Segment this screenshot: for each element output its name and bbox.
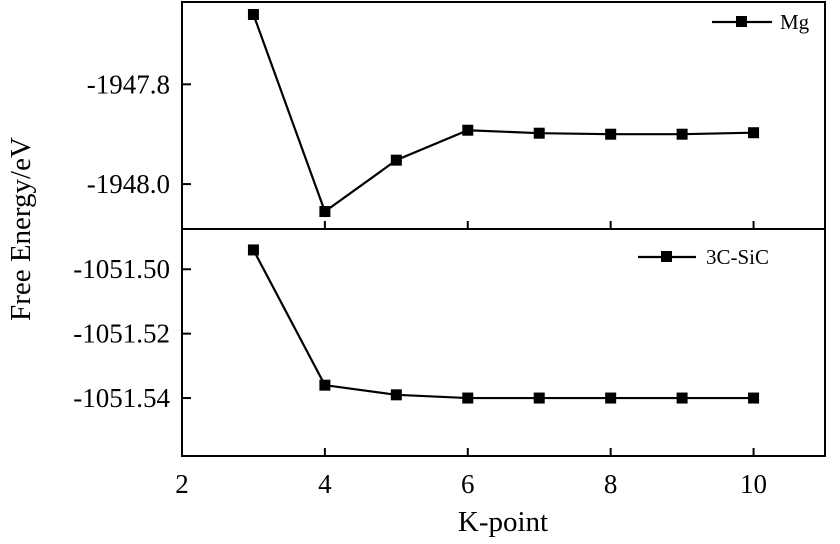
sic-data-point	[676, 392, 688, 404]
mg-legend-marker	[736, 16, 747, 27]
x-tick-label: 4	[318, 469, 332, 499]
sic-legend: 3C-SiC	[638, 245, 769, 269]
sic-legend-label: 3C-SiC	[706, 245, 769, 269]
mg-legend: Mg	[712, 10, 810, 34]
x-tick-label: 8	[604, 469, 618, 499]
sic-y-tick-label: -1051.52	[73, 319, 170, 349]
sic-data-point	[748, 392, 760, 404]
mg-data-point	[390, 154, 402, 166]
sic-panel: -1051.50 -1051.52 -1051.54 3C-SiC	[73, 228, 826, 457]
mg-data-point	[676, 128, 688, 140]
mg-data-point	[319, 206, 331, 218]
x-tick-label: 10	[740, 469, 767, 499]
mg-data-point	[748, 127, 760, 139]
mg-legend-label: Mg	[780, 10, 810, 34]
sic-series-line	[252, 249, 754, 400]
mg-data-point	[605, 128, 617, 140]
mg-data-point	[247, 8, 259, 20]
mg-y-tick-label: -1947.8	[87, 69, 170, 99]
mg-series-line	[252, 14, 754, 214]
sic-data-point	[390, 389, 402, 401]
mg-data-point	[533, 127, 545, 139]
sic-data-point	[605, 392, 617, 404]
sic-data-point	[247, 244, 259, 256]
mg-panel: -1947.8 -1948.0 Mg	[87, 1, 826, 230]
sic-y-tick-label: -1051.54	[73, 383, 170, 413]
sic-data-point	[533, 392, 545, 404]
y-axis-title: Free Energy/eV	[5, 137, 37, 321]
x-axis: 2 4 6 8 10	[175, 469, 767, 499]
mg-panel-frame	[181, 1, 826, 230]
sic-panel-frame	[181, 228, 826, 457]
sic-data-point	[462, 392, 474, 404]
sic-legend-marker	[661, 251, 672, 262]
x-tick-label: 6	[461, 469, 475, 499]
sic-data-point	[319, 379, 331, 391]
x-axis-title: K-point	[458, 506, 548, 538]
mg-data-point	[462, 124, 474, 136]
sic-y-tick-label: -1051.50	[73, 254, 170, 284]
x-tick-label: 2	[175, 469, 189, 499]
mg-y-tick-label: -1948.0	[87, 169, 170, 199]
